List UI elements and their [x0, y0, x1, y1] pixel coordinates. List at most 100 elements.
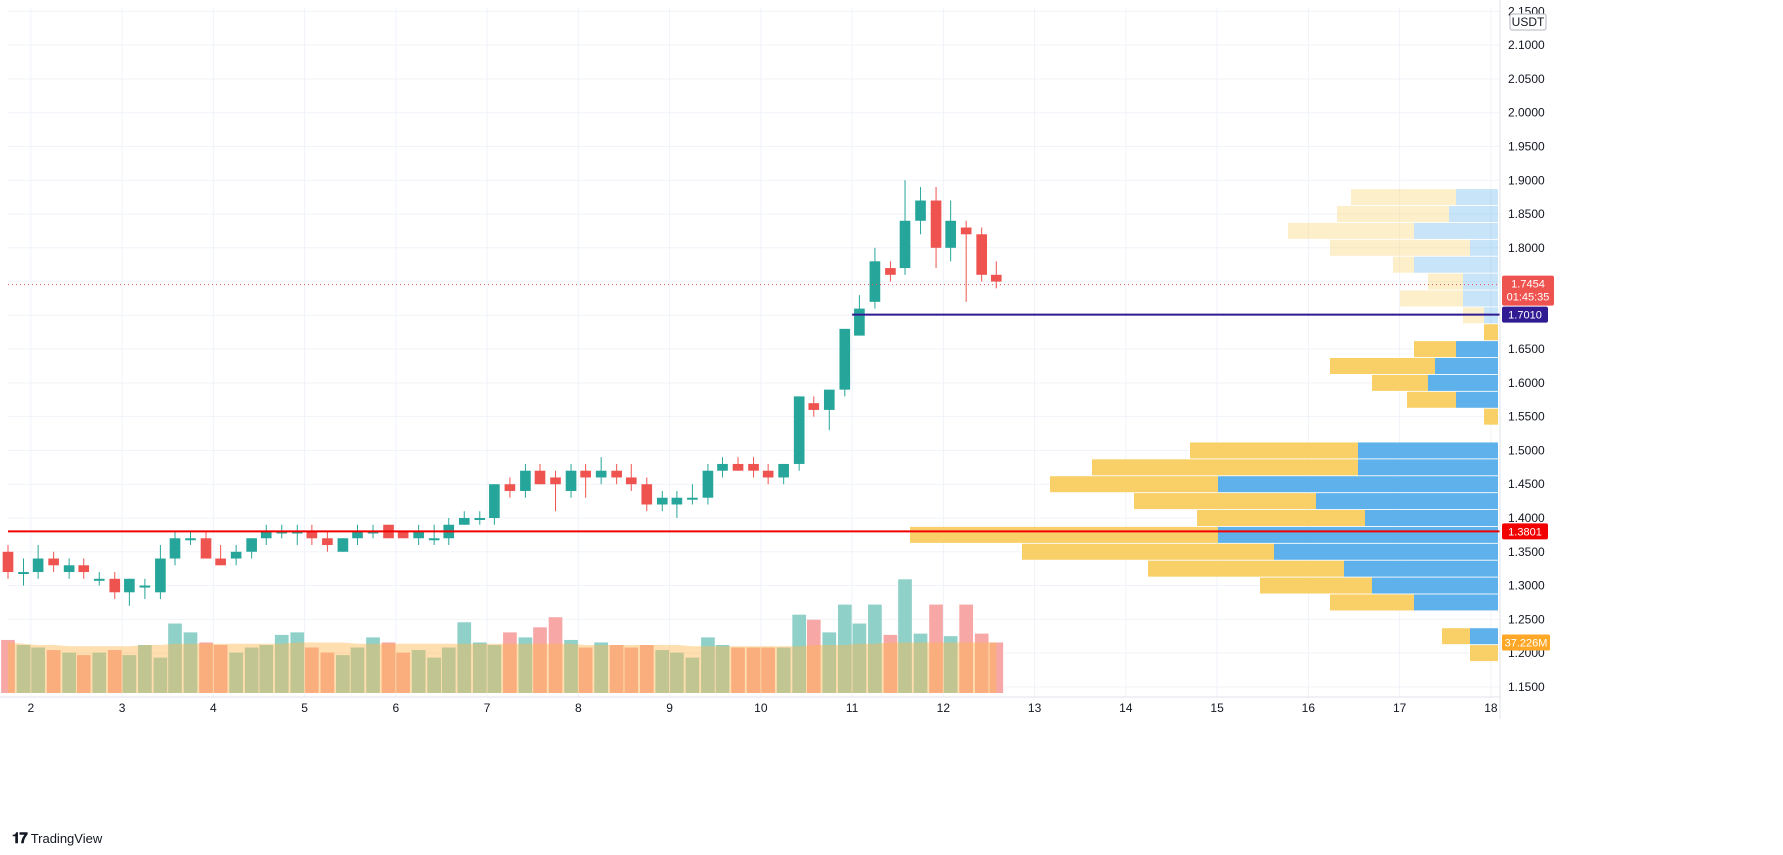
volume-bar: [441, 647, 456, 693]
chart-grid: [8, 8, 1500, 697]
volume-profile-up: [1442, 628, 1470, 645]
volume-bar: [594, 642, 608, 693]
volume-profile-down: [1414, 256, 1498, 273]
volume-bar: [396, 652, 410, 693]
candle-body: [565, 470, 577, 491]
volume-bar: [457, 622, 472, 693]
x-tick-label: 9: [666, 701, 673, 715]
volume-profile-up: [1330, 239, 1470, 256]
tradingview-logo[interactable]: 𝟏𝟕 TradingView: [12, 830, 102, 847]
price-axis[interactable]: 1.15001.20001.25001.30001.35001.40001.45…: [1499, 0, 1547, 719]
volume-bar: [503, 632, 517, 693]
volume-bar: [913, 633, 928, 693]
candle-body: [762, 470, 774, 478]
candle-body: [367, 531, 379, 534]
candle-body: [990, 274, 1002, 282]
volume-bar: [290, 632, 305, 693]
volume-bar: [624, 647, 639, 693]
volume-bar: [381, 642, 396, 693]
volume-profile-down: [1218, 526, 1498, 543]
level-price-tag: [1502, 523, 1548, 540]
candle-body: [93, 578, 105, 581]
volume-profile: [910, 189, 1498, 662]
tradingview-logo-icon: 𝟏𝟕: [12, 830, 28, 847]
volume-bar: [16, 645, 31, 693]
candle-body: [397, 531, 409, 539]
candle-body: [778, 463, 789, 478]
volume-bar: [776, 647, 791, 693]
volume-profile-down: [1316, 493, 1498, 510]
last-price-tag: [1502, 275, 1554, 306]
x-tick-label: 7: [484, 701, 491, 715]
volume-bar: [487, 645, 502, 693]
x-tick-label: 12: [937, 701, 951, 715]
y-tick-label: 2.0000: [1508, 106, 1545, 120]
level-price-label: 1.3801: [1508, 526, 1542, 538]
candle-body: [671, 497, 683, 505]
currency-unit-label: USDT: [1512, 15, 1545, 29]
candle-body: [200, 538, 212, 559]
volume-bar: [806, 619, 821, 693]
volume-profile-down: [1428, 374, 1498, 391]
volume-bar: [472, 642, 487, 693]
y-tick-label: 1.8000: [1508, 241, 1545, 255]
volume-profile-down: [1449, 206, 1498, 223]
candle-body: [474, 517, 486, 520]
y-tick-label: 2.1000: [1508, 38, 1545, 52]
volume-bar: [244, 647, 259, 693]
volume-profile-down: [1218, 476, 1498, 493]
candle-body: [2, 551, 14, 573]
volume-bar: [320, 652, 335, 693]
candle-body: [246, 538, 257, 552]
y-tick-label: 1.3500: [1508, 545, 1545, 559]
candle-body: [337, 538, 349, 552]
volume-profile-up: [1414, 341, 1456, 358]
volume-bar: [229, 652, 243, 693]
volume-profile-down: [1372, 577, 1498, 594]
y-tick-label: 1.6000: [1508, 376, 1545, 390]
horizontal-lines[interactable]: [8, 284, 1500, 533]
y-tick-label: 1.3000: [1508, 579, 1545, 593]
volume-bar: [959, 604, 974, 693]
y-tick-label: 1.9500: [1508, 139, 1545, 153]
y-tick-label: 1.5000: [1508, 443, 1545, 457]
candle-body: [854, 308, 865, 336]
volume-bar: [655, 650, 670, 693]
volume-profile-down: [1358, 459, 1498, 476]
candle-body: [885, 268, 896, 275]
volume-profile-down: [1365, 509, 1498, 526]
volume-profile-up: [1428, 273, 1463, 290]
time-axis[interactable]: 2 3 4 5 6 7 8 9 10 11 12 13 14 15 16 17 18: [0, 696, 1500, 715]
candle-body: [899, 220, 911, 269]
volume-profile-down: [1470, 239, 1498, 256]
volume-bar: [411, 650, 426, 693]
candle-body: [489, 484, 500, 518]
candle-body: [458, 517, 470, 525]
volume-profile-down: [1463, 290, 1498, 307]
volume-profile-down: [1358, 442, 1498, 459]
volume-bar: [548, 617, 563, 693]
volume-ma-label: 37.226M: [1505, 637, 1548, 649]
x-tick-label: 2: [27, 701, 34, 715]
candle-body: [793, 396, 805, 464]
volume-profile-up: [910, 526, 1218, 543]
y-tick-label: 1.8500: [1508, 207, 1545, 221]
volume-bar: [31, 647, 45, 693]
x-tick-label: 11: [846, 701, 859, 715]
x-tick-label: 3: [119, 701, 126, 715]
candle-body: [230, 551, 242, 559]
volume-bar: [701, 637, 715, 693]
x-tick-label: 14: [1119, 701, 1133, 715]
volume-bar: [578, 647, 593, 693]
volume-profile-up: [1092, 459, 1358, 476]
volume-profile-up: [1288, 222, 1414, 239]
volume-profile-down: [1344, 560, 1498, 577]
level-price-label: 1.7010: [1508, 310, 1542, 322]
volume-bar: [76, 655, 91, 693]
volume-profile-up: [1470, 645, 1498, 662]
candle-body: [18, 572, 29, 575]
y-tick-label: 1.4000: [1508, 511, 1545, 525]
x-tick-label: 16: [1302, 701, 1316, 715]
